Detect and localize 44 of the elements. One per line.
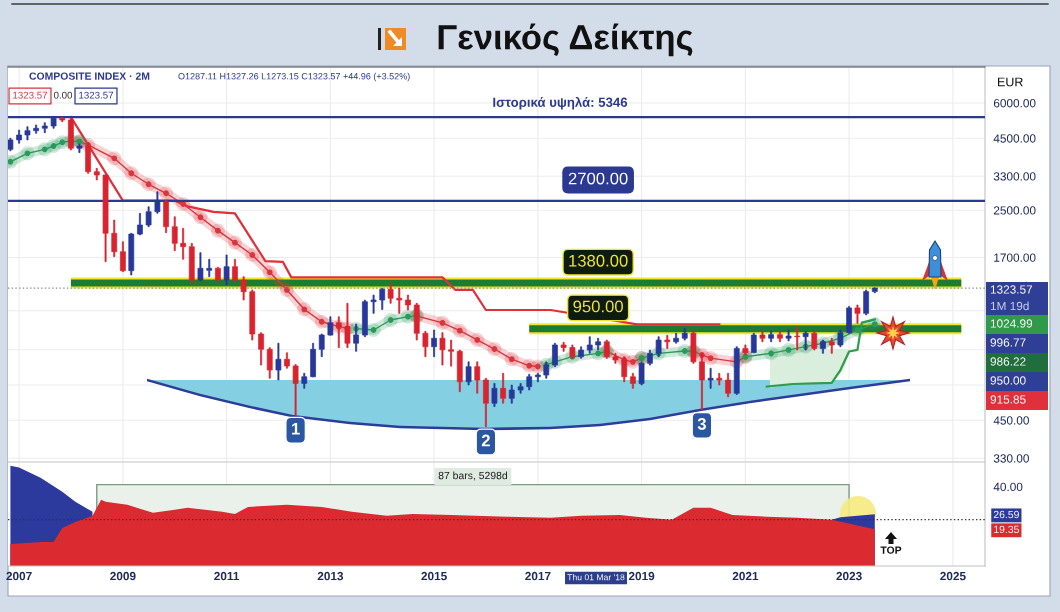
y-tick-label: 450.00	[993, 416, 1029, 425]
x-tick-label: 2007	[6, 571, 32, 581]
annotation: COMPOSITE INDEX · 2M	[29, 72, 150, 80]
data-label: 950.00	[573, 300, 623, 313]
annotation: TOP	[880, 546, 902, 554]
annotation: 3	[697, 418, 706, 430]
text: EUR	[998, 77, 1023, 87]
annotation: 1	[292, 423, 300, 435]
band-label: 87 bars, 5298d	[438, 471, 508, 481]
x-tick-label: 2025	[940, 571, 966, 581]
text: 1024.99	[990, 319, 1033, 328]
ref-line-label: Ιστορικά υψηλά: 5346	[493, 96, 628, 110]
y-tick-label: 1700.00	[994, 253, 1036, 262]
annotation: 2	[481, 434, 490, 447]
y-tick-label: 19.35	[994, 525, 1019, 534]
annotation: 1323.57	[79, 91, 114, 99]
y-tick-label: 3300.00	[993, 172, 1036, 181]
text: 1M 19d	[990, 301, 1029, 311]
ref-line-label: 2700.00	[568, 172, 628, 185]
text: 1323.57	[990, 285, 1033, 294]
text: 996.77	[990, 338, 1026, 347]
text: 915.85	[990, 395, 1026, 404]
y-tick-label: 330.00	[993, 454, 1029, 463]
text: Thu 01 Mar '18	[567, 573, 625, 581]
y-tick-label: 4500.00	[993, 134, 1036, 143]
x-tick-label: 2013	[317, 571, 344, 581]
x-tick-label: 2011	[214, 571, 240, 581]
x-tick-label: 2021	[732, 571, 759, 581]
data-label: 1380.00	[569, 254, 628, 267]
annotation: O1287.11 H1327.26 L1273.15 C1323.57 +44.96 (+3.52%)	[178, 72, 410, 82]
x-tick-label: 2019	[628, 571, 655, 581]
x-tick-label: 2015	[421, 571, 447, 581]
x-tick-label: 2009	[110, 571, 136, 581]
x-tick-label: 2017	[525, 571, 551, 581]
y-tick-label: 26.59	[993, 510, 1019, 519]
text: 986.22	[990, 357, 1026, 366]
annotation: 1323.57	[13, 91, 48, 99]
x-tick-label: 2023	[836, 571, 862, 581]
annotation: 0.00	[53, 91, 73, 99]
y-tick-label: 2500.00	[993, 206, 1036, 215]
text: 950.00	[990, 376, 1026, 385]
y-tick-label: 40.00	[993, 482, 1023, 492]
y-tick-label: 6000.00	[993, 99, 1036, 108]
chart-title: Γενικός Δείκτης	[438, 23, 693, 57]
